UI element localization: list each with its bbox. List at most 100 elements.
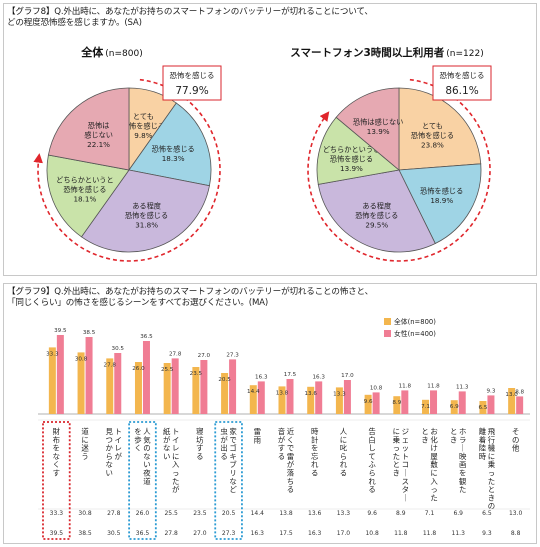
table-women-value: 27.8 bbox=[164, 530, 178, 537]
bar-all-label: 33.3 bbox=[46, 351, 59, 357]
legend-swatch bbox=[384, 330, 391, 337]
category-char: ど bbox=[229, 485, 237, 494]
category-char: っ bbox=[172, 469, 179, 478]
category-label: 見つからない bbox=[106, 427, 114, 478]
category-char: 見 bbox=[106, 427, 114, 436]
bar-women-label: 11.8 bbox=[399, 383, 412, 389]
table-all-value: 25.5 bbox=[164, 510, 178, 517]
category-char: っ bbox=[488, 469, 495, 478]
graph8-tag: 【グラフ8】 bbox=[7, 7, 55, 17]
category-char: な bbox=[163, 444, 170, 453]
category-char: を bbox=[53, 444, 60, 453]
table-women-value: 17.0 bbox=[337, 530, 351, 537]
category-char: 入 bbox=[430, 477, 438, 486]
fear-arrow bbox=[307, 78, 491, 262]
bar-women-label: 17.0 bbox=[341, 373, 354, 379]
category-label: 道に迷う bbox=[81, 427, 89, 461]
slice-label-line: 感じない bbox=[84, 130, 113, 139]
fear-callout-box bbox=[432, 65, 492, 101]
slice-value: 9.8% bbox=[134, 131, 152, 140]
table-women-value: 27.3 bbox=[222, 530, 236, 537]
graph9-question-line1: Q.外出時に、あなたがお持ちのスマートフォンのバッテリーが切れることの怖さと、 bbox=[54, 287, 373, 297]
category-char: 気 bbox=[143, 435, 151, 444]
category-char: ら bbox=[368, 469, 375, 478]
table-all-value: 13.0 bbox=[509, 510, 523, 517]
highlight-blue-box bbox=[214, 421, 243, 540]
slice-label: とても恐怖を感じる bbox=[122, 112, 165, 131]
bar-all-label: 25.5 bbox=[161, 367, 174, 373]
category-char: つ bbox=[106, 435, 113, 444]
category-label: 虫が出る bbox=[220, 427, 228, 461]
category-char: る bbox=[311, 469, 318, 478]
bar-women-label: 27.8 bbox=[169, 351, 182, 357]
category-char: そ bbox=[512, 427, 519, 436]
category-char: ト bbox=[115, 427, 122, 436]
graph9-panel: 【グラフ9】Q.外出時に、あなたがお持ちのスマートフォンのバッテリーが切れること… bbox=[3, 283, 537, 544]
category-char: 近 bbox=[287, 427, 295, 436]
category-char: ブ bbox=[229, 460, 237, 469]
slice-label-line: ある程度 bbox=[362, 201, 391, 210]
slice-value: 18.1% bbox=[73, 194, 96, 203]
category-char: く bbox=[53, 460, 60, 469]
category-char: ち bbox=[287, 477, 294, 486]
category-char: な bbox=[143, 452, 150, 461]
category-char: ホ bbox=[459, 427, 466, 436]
bar-all-label: 6.9 bbox=[450, 404, 459, 410]
bar-women bbox=[229, 359, 237, 414]
category-char: ト bbox=[402, 452, 409, 461]
slice-label: ある程度恐怖を感じる bbox=[355, 201, 398, 220]
fear-callout-value: 86.1% bbox=[445, 85, 478, 97]
category-char: 叱 bbox=[340, 444, 348, 453]
category-char: い bbox=[143, 460, 150, 469]
category-char: 離 bbox=[479, 427, 487, 436]
pie-slice bbox=[47, 87, 130, 171]
bar-all-label: 13.0 bbox=[505, 392, 518, 398]
category-char: す bbox=[53, 469, 60, 478]
legend-label: 全体(n=800) bbox=[394, 317, 436, 326]
fear-arrow bbox=[33, 78, 221, 262]
table-women-value: 39.5 bbox=[50, 530, 64, 537]
category-label: 飛行機に乗ったときの bbox=[488, 427, 496, 511]
highlight-red-box bbox=[42, 421, 71, 540]
pie-slice bbox=[398, 163, 482, 245]
category-char: た bbox=[430, 493, 437, 502]
category-char: 告 bbox=[368, 427, 375, 436]
table-all-value: 14.4 bbox=[251, 510, 265, 517]
bar-women bbox=[343, 380, 351, 414]
bar-women bbox=[286, 379, 294, 414]
slice-label: 恐怖は感じない bbox=[353, 118, 403, 127]
bar-women bbox=[114, 353, 122, 414]
category-char: の bbox=[143, 444, 150, 453]
category-char: 雷 bbox=[287, 452, 294, 461]
category-label: とき bbox=[450, 427, 457, 444]
slice-label-line: とても bbox=[422, 121, 443, 130]
legend-label: 女性(n=400) bbox=[394, 329, 436, 338]
category-label: 近くで雷が落ちる bbox=[287, 427, 295, 494]
slice-label-line: 恐怖は感じない bbox=[353, 118, 403, 127]
slice-label-line: ある程度 bbox=[132, 202, 161, 211]
pie-slice bbox=[128, 102, 212, 187]
category-char: き bbox=[393, 469, 400, 478]
category-char: お bbox=[430, 427, 438, 436]
category-char: な bbox=[106, 460, 113, 469]
category-char: に bbox=[393, 427, 400, 436]
category-char: イ bbox=[115, 435, 122, 444]
slice-value: 13.9% bbox=[340, 164, 363, 173]
pie-n-label: (n=122) bbox=[446, 49, 483, 59]
table-all-value: 27.8 bbox=[107, 510, 121, 517]
table-women-value: 11.3 bbox=[452, 530, 466, 537]
category-char: 雨 bbox=[254, 435, 261, 444]
category-char: か bbox=[106, 444, 114, 453]
category-char: ｜ bbox=[402, 493, 409, 502]
bar-women bbox=[142, 341, 150, 414]
category-char: に bbox=[430, 469, 437, 478]
bar-women bbox=[171, 358, 179, 414]
category-char: 時 bbox=[311, 427, 319, 436]
bar-women bbox=[56, 335, 64, 414]
category-char: 着 bbox=[479, 435, 486, 444]
slice-label-line: 恐怖を感じる bbox=[122, 122, 165, 131]
category-char: と bbox=[488, 485, 495, 494]
